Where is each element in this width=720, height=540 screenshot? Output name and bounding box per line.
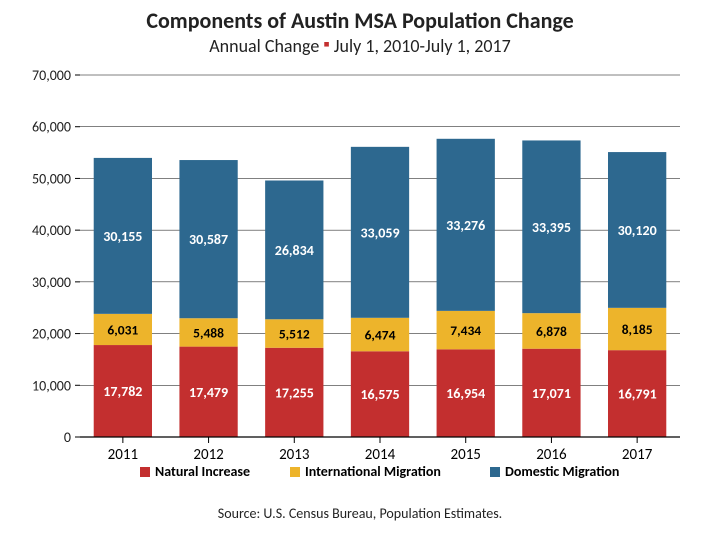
legend-label: Natural Increase bbox=[155, 463, 250, 480]
chart-title: Components of Austin MSA Population Chan… bbox=[146, 7, 573, 34]
bar-value-domestic: 26,834 bbox=[275, 242, 314, 259]
source-text: Source: U.S. Census Bureau, Population E… bbox=[218, 505, 502, 522]
legend-label: Domestic Migration bbox=[505, 463, 619, 480]
y-tick-label: 30,000 bbox=[32, 274, 71, 291]
bar-value-natural: 16,575 bbox=[360, 386, 399, 403]
legend-label: International Migration bbox=[305, 463, 441, 480]
bar-value-domestic: 33,395 bbox=[532, 219, 571, 236]
bar-value-natural: 17,255 bbox=[275, 384, 314, 401]
x-tick-label: 2017 bbox=[622, 446, 653, 464]
y-tick-label: 40,000 bbox=[32, 222, 71, 239]
y-tick-label: 70,000 bbox=[32, 67, 71, 84]
x-tick-label: 2015 bbox=[451, 446, 481, 464]
bar-value-intl: 7,434 bbox=[450, 322, 481, 339]
chart-subtitle: Annual Change ▪ July 1, 2010-July 1, 201… bbox=[209, 33, 511, 57]
bar-value-natural: 16,954 bbox=[446, 385, 485, 402]
bar-value-intl: 5,488 bbox=[193, 324, 224, 341]
bar-value-natural: 16,791 bbox=[618, 386, 657, 403]
stacked-bar-chart: Components of Austin MSA Population Chan… bbox=[0, 0, 720, 540]
bar-value-intl: 6,031 bbox=[107, 321, 138, 338]
x-tick-label: 2014 bbox=[365, 446, 396, 464]
y-tick-label: 0 bbox=[64, 429, 71, 446]
bar-value-intl: 5,512 bbox=[279, 326, 310, 343]
bar-value-intl: 8,185 bbox=[622, 321, 653, 338]
y-tick-label: 60,000 bbox=[32, 119, 71, 136]
bar-value-natural: 17,479 bbox=[189, 384, 228, 401]
bar-value-natural: 17,071 bbox=[532, 385, 571, 402]
bar-value-domestic: 33,276 bbox=[446, 217, 485, 234]
x-tick-label: 2012 bbox=[193, 446, 223, 464]
bar-value-domestic: 33,059 bbox=[360, 224, 399, 241]
x-tick-label: 2011 bbox=[108, 446, 138, 464]
bar-value-domestic: 30,587 bbox=[189, 231, 228, 248]
chart-container: Components of Austin MSA Population Chan… bbox=[0, 0, 720, 540]
bar-value-intl: 6,878 bbox=[536, 323, 567, 340]
legend-marker bbox=[490, 467, 500, 477]
y-tick-label: 50,000 bbox=[32, 170, 71, 187]
x-tick-label: 2013 bbox=[279, 446, 310, 464]
y-tick-label: 20,000 bbox=[32, 326, 71, 343]
bar-value-domestic: 30,155 bbox=[103, 228, 142, 245]
legend-marker bbox=[140, 467, 150, 477]
bar-value-natural: 17,782 bbox=[103, 383, 142, 400]
y-tick-label: 10,000 bbox=[32, 377, 71, 394]
bar-value-domestic: 30,120 bbox=[618, 222, 657, 239]
bar-value-intl: 6,474 bbox=[365, 327, 396, 344]
legend-marker bbox=[290, 467, 300, 477]
x-tick-label: 2016 bbox=[536, 446, 567, 464]
